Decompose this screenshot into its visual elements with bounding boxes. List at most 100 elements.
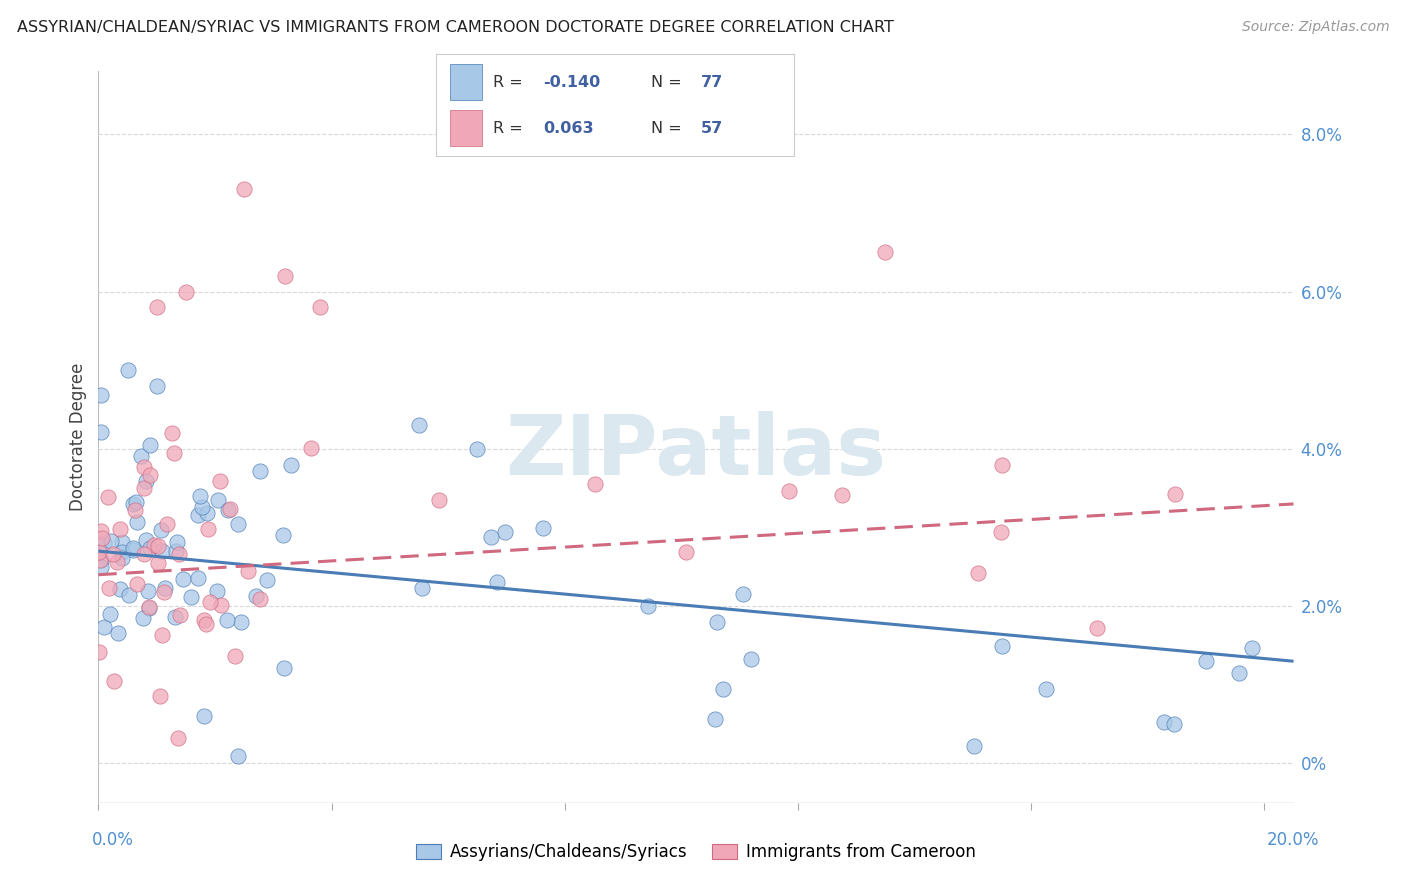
Point — [831, 488, 853, 502]
Point — [89, 544, 111, 558]
Point — [711, 682, 734, 697]
Point — [195, 507, 218, 521]
Point — [138, 601, 160, 615]
Point — [197, 522, 219, 536]
Point — [274, 268, 297, 283]
Text: ZIPatlas: ZIPatlas — [506, 411, 886, 492]
Point — [90, 524, 112, 539]
Point — [90, 425, 112, 440]
Point — [229, 615, 252, 630]
Y-axis label: Doctorate Degree: Doctorate Degree — [69, 363, 87, 511]
Point — [150, 543, 173, 558]
Point — [110, 582, 132, 597]
Point — [163, 446, 186, 460]
Point — [135, 474, 157, 488]
Point — [706, 615, 728, 629]
Point — [198, 595, 221, 609]
Point — [90, 388, 112, 402]
Point — [132, 459, 155, 474]
Legend: Assyrians/Chaldeans/Syriacs, Immigrants from Cameroon: Assyrians/Chaldeans/Syriacs, Immigrants … — [409, 837, 983, 868]
Point — [139, 468, 162, 483]
Point — [89, 645, 111, 659]
Point — [740, 651, 762, 665]
Point — [494, 525, 516, 540]
Point — [135, 533, 157, 547]
Point — [90, 553, 112, 567]
Point — [122, 497, 145, 511]
Point — [149, 689, 172, 703]
Bar — [450, 64, 482, 100]
Point — [101, 548, 124, 562]
Point — [148, 556, 170, 570]
Point — [150, 628, 173, 642]
Point — [408, 418, 430, 433]
Point — [117, 363, 139, 377]
Text: Source: ZipAtlas.com: Source: ZipAtlas.com — [1241, 20, 1389, 34]
Point — [132, 611, 155, 625]
Point — [166, 534, 188, 549]
Point — [1163, 716, 1185, 731]
Point — [90, 560, 112, 574]
Bar — [450, 110, 482, 145]
Point — [273, 661, 295, 675]
Point — [226, 748, 249, 763]
Point — [169, 608, 191, 623]
Point — [280, 458, 302, 472]
Text: 77: 77 — [702, 75, 724, 90]
Point — [105, 555, 128, 569]
Point — [485, 574, 508, 589]
Point — [875, 245, 897, 260]
Point — [103, 674, 125, 689]
Point — [249, 592, 271, 607]
Point — [166, 544, 188, 558]
Point — [224, 649, 246, 664]
Point — [127, 515, 149, 529]
Point — [172, 572, 194, 586]
Text: -0.140: -0.140 — [543, 75, 600, 90]
Point — [704, 712, 727, 726]
Point — [195, 616, 218, 631]
Point — [187, 570, 209, 584]
Point — [90, 532, 112, 546]
Text: R =: R = — [494, 75, 529, 90]
Point — [145, 301, 167, 315]
Point — [132, 547, 155, 561]
Point — [637, 599, 659, 614]
Text: R =: R = — [494, 121, 533, 136]
Point — [98, 607, 121, 621]
Point — [249, 464, 271, 478]
Point — [111, 550, 134, 565]
Point — [107, 625, 129, 640]
Point — [93, 620, 115, 634]
Point — [110, 523, 132, 537]
Point — [122, 541, 145, 556]
Point — [100, 534, 122, 549]
Point — [125, 495, 148, 509]
Point — [583, 477, 606, 491]
Point — [111, 545, 134, 559]
Point — [193, 709, 215, 723]
Point — [93, 536, 115, 550]
Text: 0.063: 0.063 — [543, 121, 595, 136]
Text: 20.0%: 20.0% — [1267, 831, 1319, 849]
Point — [122, 543, 145, 558]
Point — [193, 613, 215, 627]
Point — [233, 182, 256, 196]
Point — [963, 739, 986, 754]
Point — [217, 503, 239, 517]
Point — [188, 489, 211, 503]
Point — [273, 528, 295, 542]
Point — [174, 285, 197, 299]
Point — [218, 502, 240, 516]
Point — [145, 379, 167, 393]
Point — [187, 508, 209, 523]
Point — [138, 541, 160, 555]
Point — [1035, 681, 1057, 696]
Point — [467, 442, 489, 456]
Point — [163, 609, 186, 624]
Point — [97, 581, 120, 595]
Point — [1227, 666, 1250, 681]
Point — [217, 613, 239, 627]
Point — [209, 598, 232, 612]
Text: ASSYRIAN/CHALDEAN/SYRIAC VS IMMIGRANTS FROM CAMEROON DOCTORATE DEGREE CORRELATIO: ASSYRIAN/CHALDEAN/SYRIAC VS IMMIGRANTS F… — [17, 20, 894, 35]
